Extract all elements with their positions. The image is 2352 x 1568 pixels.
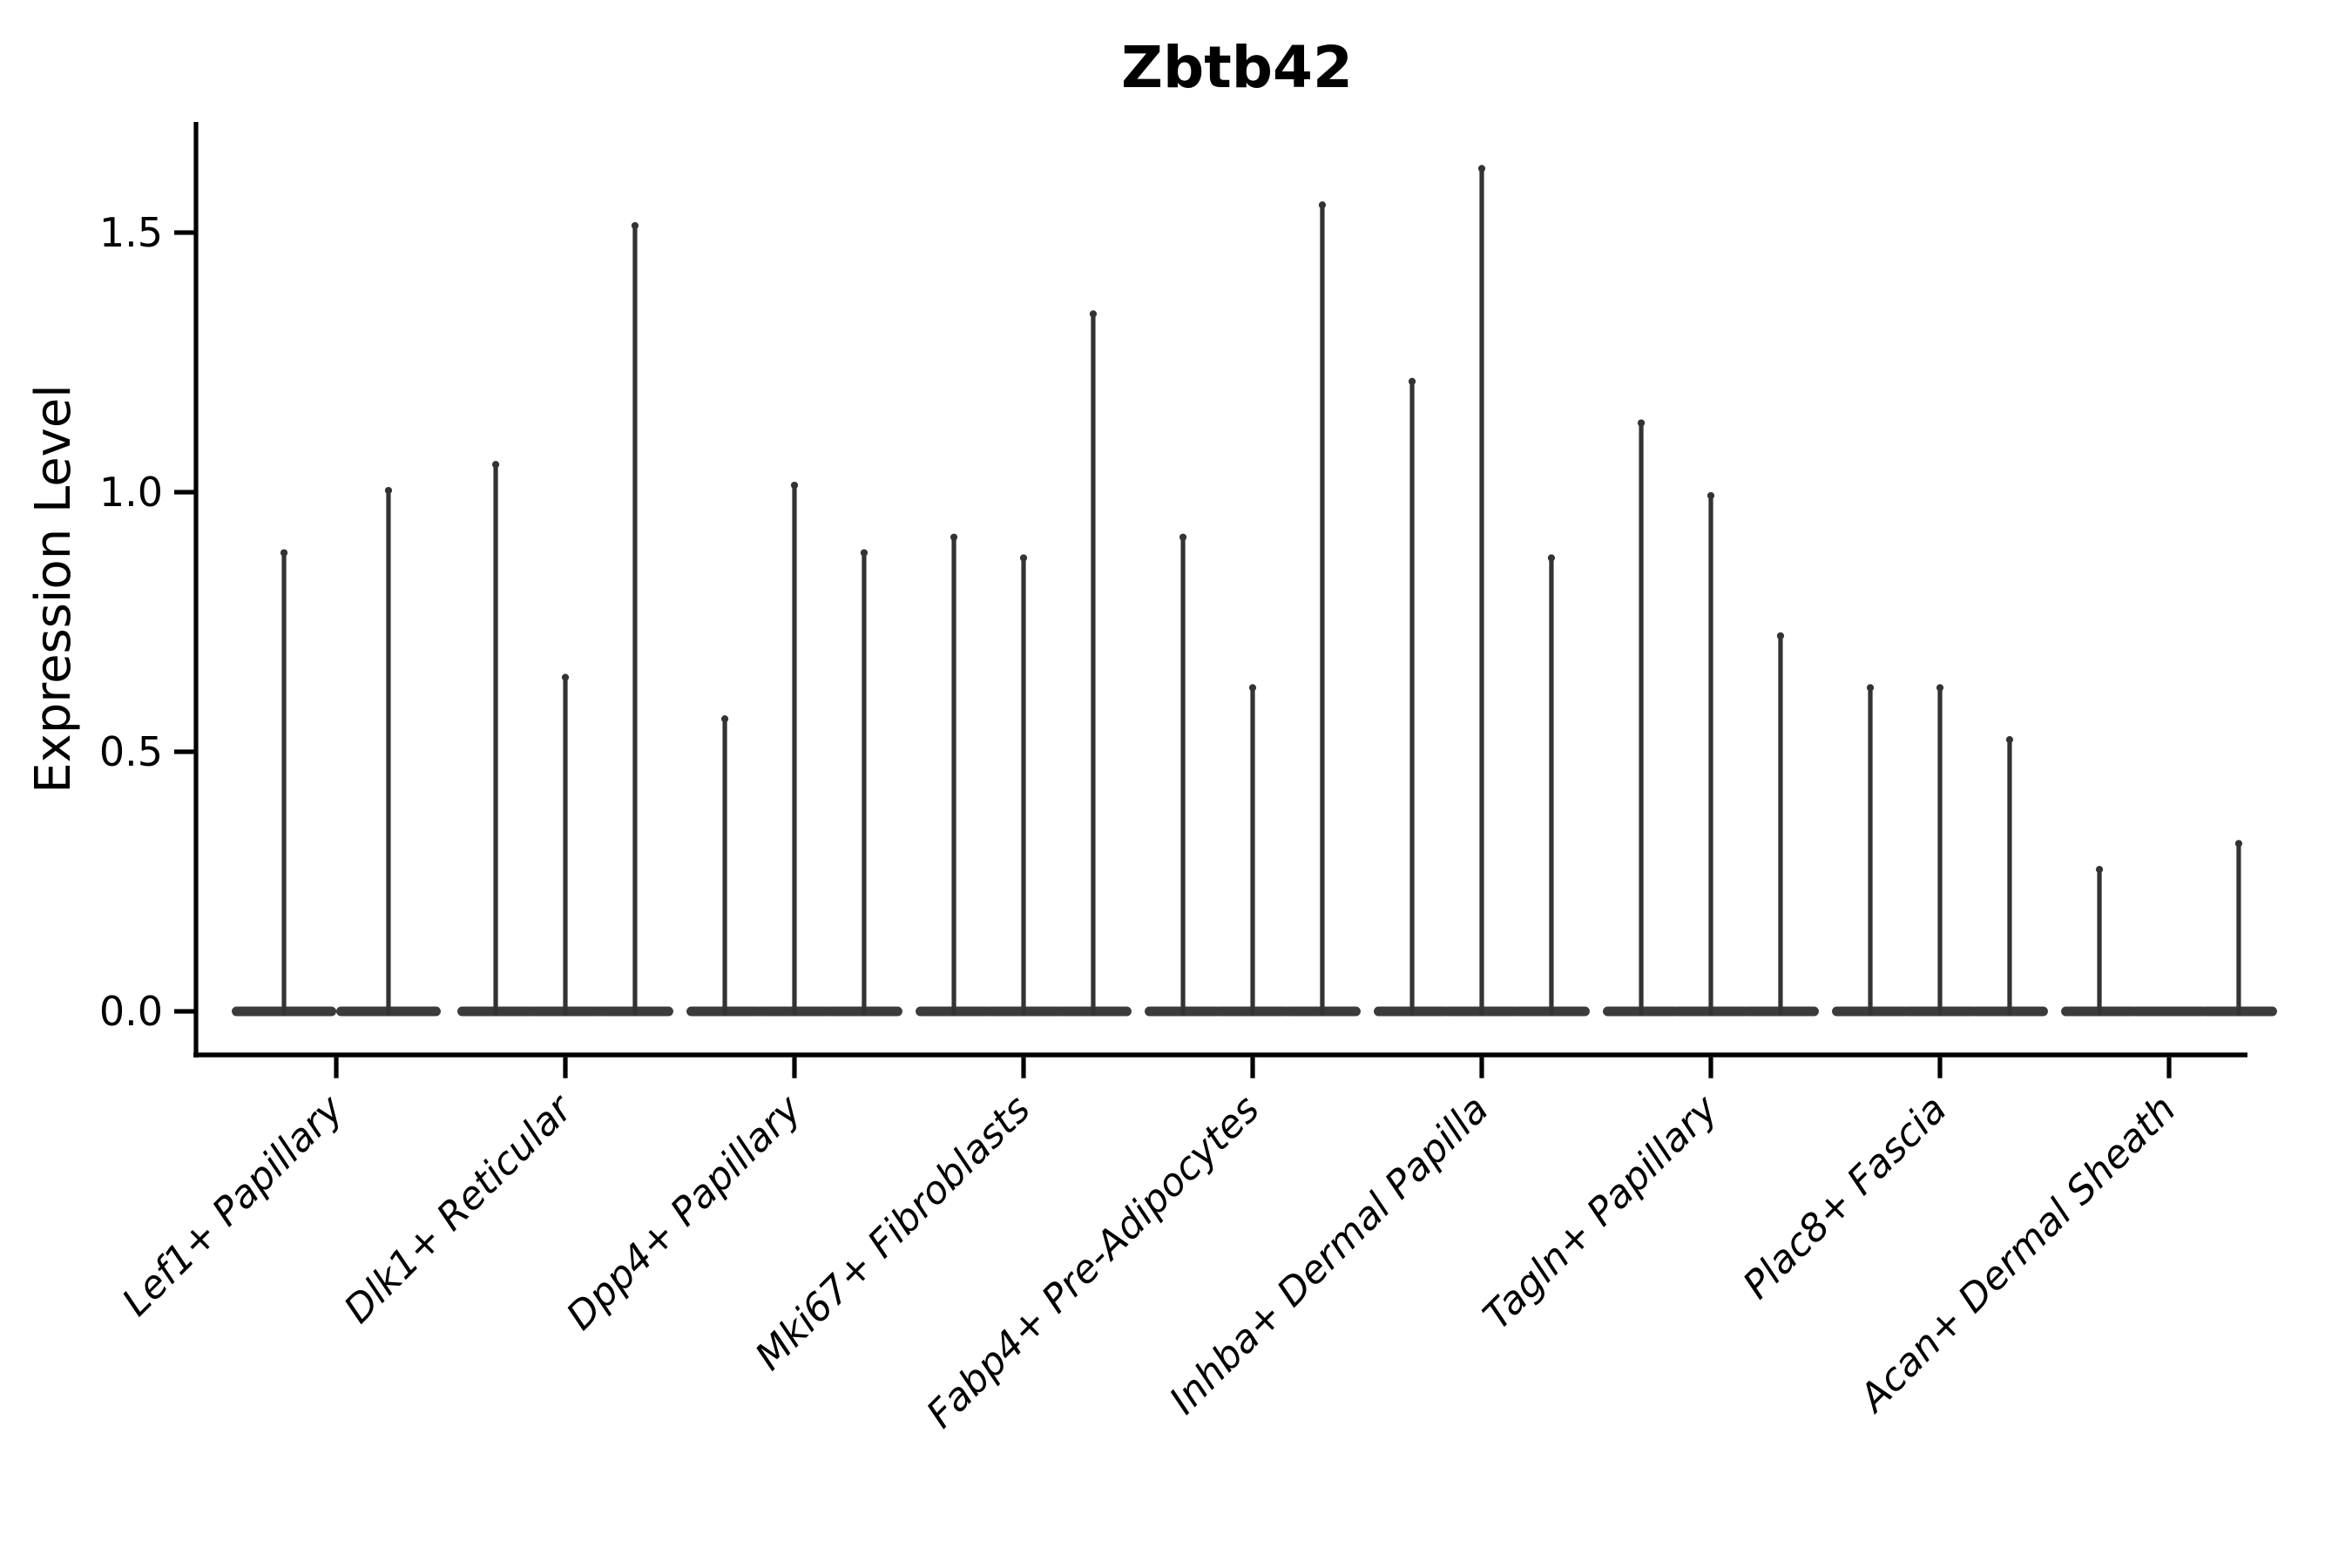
y-axis-spine (193, 122, 199, 1058)
violin-needle-tip (1866, 684, 1875, 692)
y-tick-mark (174, 1009, 196, 1014)
y-tick-mark (174, 749, 196, 754)
violin-needle-tip (1248, 684, 1257, 692)
violin-needle-tip (720, 715, 729, 723)
x-tick-mark (1708, 1057, 1713, 1078)
violin-needle-tip (1179, 533, 1187, 541)
violin-needle-tip (2005, 736, 2014, 744)
x-tick-mark (792, 1057, 797, 1078)
violin-needle-tip (1707, 491, 1715, 500)
y-tick-label: 0.5 (99, 728, 163, 775)
axes-layer (193, 122, 2247, 1058)
violins-layer (232, 165, 2277, 1017)
violin-needle-tip (1019, 554, 1028, 562)
x-tick-mark (563, 1057, 568, 1078)
x-tick-label: Lef1+ Papillary (114, 1086, 353, 1325)
x-tick-mark (2166, 1057, 2172, 1078)
y-tick-label: 1.0 (99, 469, 163, 516)
violin-needle-tip (860, 549, 868, 557)
x-axis-spine (193, 1052, 2247, 1058)
violin-needle-tip (384, 486, 393, 495)
y-tick-mark (174, 230, 196, 235)
violin-needle-tip (561, 673, 570, 681)
y-axis-label: Expression Level (25, 384, 82, 794)
x-tick-mark (1021, 1057, 1026, 1078)
violin-needle-tip (1318, 201, 1327, 209)
violin-needle-tip (1477, 165, 1486, 172)
violin-needle-tip (280, 549, 288, 557)
y-tick-mark (174, 490, 196, 495)
violin-needle-tip (2095, 866, 2104, 874)
x-tick-mark (1937, 1057, 1943, 1078)
x-tick-label: Plac8+ Fascia (1734, 1087, 1955, 1308)
x-tick-label: Tagln+ Papillary (1475, 1086, 1727, 1338)
x-tick-mark (1479, 1057, 1484, 1078)
violin-needle-tip (491, 461, 500, 469)
violin-needle-tip (631, 221, 639, 230)
x-tick-mark (334, 1057, 339, 1078)
y-tick-label: 0.0 (99, 988, 163, 1035)
y-tick-layer: 0.0 0.5 1.0 1.5 (99, 209, 196, 1035)
violin-needle-tip (1089, 310, 1098, 318)
violin-base (2131, 1006, 2207, 1017)
violin-needle-tip (950, 533, 958, 541)
violin-needle-tip (2234, 840, 2243, 848)
x-tick-label: Dpp4+ Papillary (558, 1086, 811, 1339)
violin-needle-tip (1408, 377, 1416, 385)
violin-needle-tip (1936, 684, 1944, 692)
x-tick-label: Dlk1+ Reticular (335, 1085, 582, 1332)
violin-needle-tip (1776, 632, 1785, 640)
y-tick-label: 1.5 (99, 209, 163, 256)
violin-needle-tip (790, 481, 799, 490)
violin-needle-tip (1547, 554, 1556, 562)
violin-needle-tip (1637, 419, 1646, 427)
x-tick-mark (1250, 1057, 1255, 1078)
plot-title: Zbtb42 (1121, 34, 1353, 101)
